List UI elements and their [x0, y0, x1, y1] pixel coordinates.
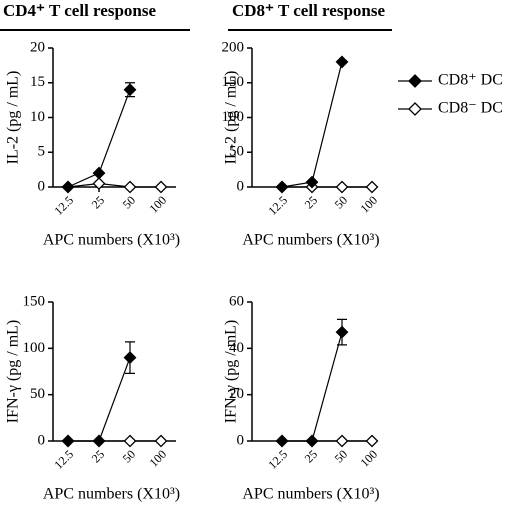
panel-title: CD4⁺ T cell response	[3, 1, 156, 20]
point	[123, 434, 137, 448]
y-axis-label: IL-2 (pg / mL)	[223, 71, 240, 165]
point	[61, 434, 75, 448]
x-axis-label: APC numbers (X10³)	[43, 486, 180, 503]
x-axis-label: APC numbers (X10³)	[242, 232, 379, 249]
point	[335, 434, 349, 448]
point	[123, 83, 137, 97]
point	[335, 325, 349, 339]
y-tick-label: 150	[23, 293, 46, 309]
legend-label: CD8⁺ DC	[438, 72, 503, 89]
x-tick-label: 100	[146, 447, 169, 470]
x-tick-label: 25	[89, 193, 107, 211]
y-tick-label: 100	[222, 109, 245, 125]
point	[275, 180, 289, 194]
y-tick-label: 0	[237, 432, 245, 448]
point	[335, 55, 349, 69]
y-tick-label: 0	[38, 432, 46, 448]
point	[335, 180, 349, 194]
x-tick-label: 12.5	[51, 447, 76, 472]
point	[123, 351, 137, 365]
y-tick-label: 150	[222, 74, 245, 90]
y-tick-label: 200	[222, 39, 245, 55]
series-line	[68, 357, 131, 442]
x-tick-label: 50	[120, 447, 138, 465]
x-tick-label: 50	[120, 193, 138, 211]
x-tick-label: 100	[357, 447, 380, 470]
x-tick-label: 25	[89, 447, 107, 465]
y-axis-label: IL-2 (pg / mL)	[5, 71, 22, 165]
series-line	[282, 331, 343, 442]
legend-label: CD8⁻ DC	[438, 100, 503, 117]
x-tick-label: 100	[357, 193, 380, 216]
point	[61, 180, 75, 194]
series-line	[281, 61, 343, 188]
y-tick-label: 20	[229, 386, 244, 402]
point	[154, 180, 168, 194]
point	[123, 180, 137, 194]
point	[275, 434, 289, 448]
x-tick-label: 25	[302, 193, 320, 211]
y-tick-label: 50	[229, 144, 244, 160]
panel-title: CD8⁺ T cell response	[232, 1, 385, 20]
x-axis-label: APC numbers (X10³)	[43, 232, 180, 249]
point	[92, 166, 106, 180]
x-tick-label: 50	[332, 447, 350, 465]
y-tick-label: 0	[237, 178, 245, 194]
y-axis-label: IFN-γ (pg / mL)	[223, 320, 240, 424]
y-tick-label: 0	[38, 178, 46, 194]
x-tick-label: 100	[146, 193, 169, 216]
y-tick-label: 20	[30, 39, 45, 55]
point	[154, 434, 168, 448]
y-axis-label: IFN-γ (pg / mL)	[5, 320, 22, 424]
point	[365, 180, 379, 194]
legend-marker	[408, 74, 422, 88]
y-tick-label: 60	[229, 293, 244, 309]
point	[92, 434, 106, 448]
x-tick-label: 12.5	[51, 193, 76, 218]
y-tick-label: 5	[38, 144, 46, 160]
point	[305, 175, 319, 189]
series-line	[67, 182, 161, 188]
y-tick-label: 40	[229, 340, 244, 356]
y-tick-label: 10	[30, 109, 45, 125]
x-axis-label: APC numbers (X10³)	[242, 486, 379, 503]
y-tick-label: 15	[30, 74, 45, 90]
y-tick-label: 50	[30, 386, 45, 402]
x-tick-label: 12.5	[265, 447, 290, 472]
y-tick-label: 100	[23, 340, 46, 356]
x-tick-label: 50	[332, 193, 350, 211]
x-tick-label: 12.5	[265, 193, 290, 218]
point	[365, 434, 379, 448]
legend-marker	[408, 102, 422, 116]
point	[92, 177, 106, 190]
point	[305, 434, 319, 448]
x-tick-label: 25	[302, 447, 320, 465]
